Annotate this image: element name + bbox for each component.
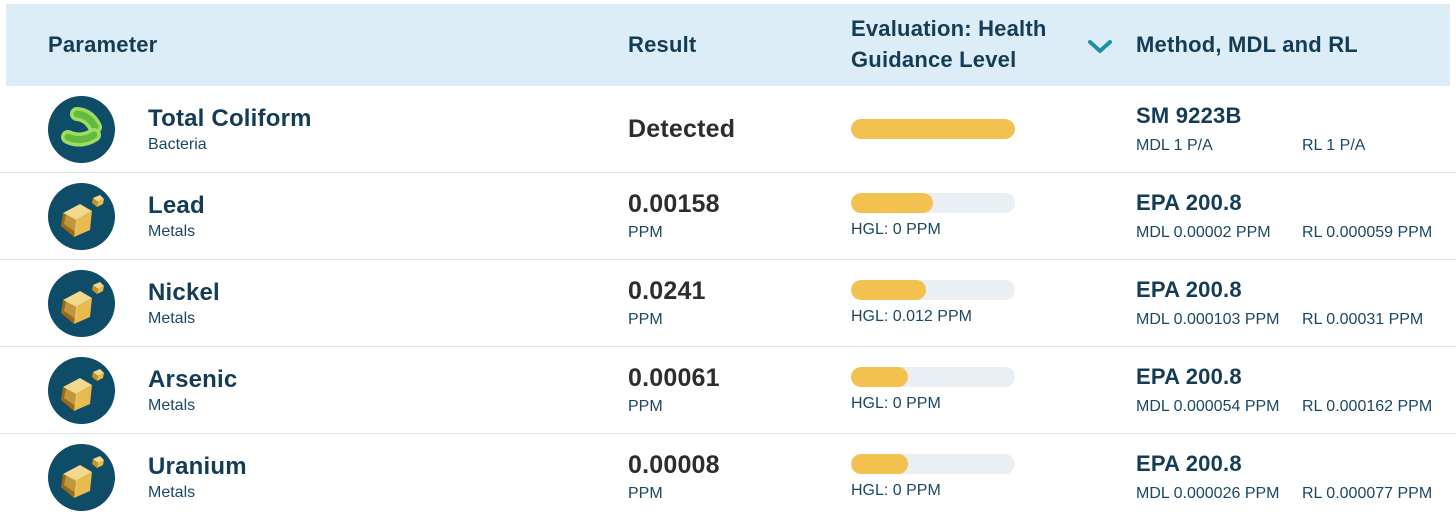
method-details: MDL 0.000103 PPM RL 0.00031 PPM xyxy=(1136,311,1436,329)
rl-value: RL 1 P/A xyxy=(1302,137,1366,154)
parameter-cell: Lead Metals xyxy=(48,182,628,250)
parameter-name: Arsenic xyxy=(148,365,238,393)
rl-value: RL 0.000059 PPM xyxy=(1302,224,1433,241)
parameter-name: Lead xyxy=(148,191,205,219)
hgl-label: HGL: 0.012 PPM xyxy=(851,308,972,325)
column-header-method: Method, MDL and RL xyxy=(1136,32,1358,57)
parameter-category: Metals xyxy=(148,309,196,327)
parameter-name: Nickel xyxy=(148,278,220,306)
parameter-text: Lead Metals xyxy=(148,192,205,241)
method-cell: EPA 200.8 MDL 0.000054 PPM RL 0.000162 P… xyxy=(1136,364,1436,416)
parameter-text: Nickel Metals xyxy=(148,279,220,328)
method-cell: EPA 200.8 MDL 0.00002 PPM RL 0.000059 PP… xyxy=(1136,190,1436,242)
table-row: Lead Metals 0.00158 PPM HGL: 0 PPM EPA 2… xyxy=(0,173,1456,260)
hgl-bar-track xyxy=(851,454,1015,474)
table-row: Arsenic Metals 0.00061 PPM HGL: 0 PPM EP… xyxy=(0,347,1456,434)
parameter-category: Metals xyxy=(148,222,196,240)
table-row: Nickel Metals 0.0241 PPM HGL: 0.012 PPM … xyxy=(0,260,1456,347)
result-unit: PPM xyxy=(628,224,663,241)
result-cell: 0.00158 PPM xyxy=(628,190,851,242)
result-unit: PPM xyxy=(628,485,663,502)
parameter-text: Arsenic Metals xyxy=(148,366,237,415)
column-header-parameter: Parameter xyxy=(48,32,158,57)
mdl-value: MDL 0.000103 PPM xyxy=(1136,311,1280,328)
method-name: EPA 200.8 xyxy=(1136,364,1242,389)
mdl-value: MDL 1 P/A xyxy=(1136,137,1213,154)
method-details: MDL 0.000054 PPM RL 0.000162 PPM xyxy=(1136,398,1436,416)
parameter-cell: Uranium Metals xyxy=(48,443,628,511)
mdl-value: MDL 0.000054 PPM xyxy=(1136,398,1280,415)
result-value: 0.00008 xyxy=(628,451,720,479)
result-cell: Detected xyxy=(628,115,851,144)
bacteria-icon xyxy=(48,96,115,163)
parameter-category: Metals xyxy=(148,483,196,501)
result-value: 0.00158 xyxy=(628,190,720,218)
parameter-cell: Nickel Metals xyxy=(48,269,628,337)
parameter-cell: Arsenic Metals xyxy=(48,356,628,424)
method-name: EPA 200.8 xyxy=(1136,190,1242,215)
parameter-category: Bacteria xyxy=(148,135,207,153)
column-header-evaluation[interactable]: Evaluation: Health Guidance Level xyxy=(851,14,1136,76)
result-cell: 0.00061 PPM xyxy=(628,364,851,416)
hgl-bar-fill xyxy=(851,367,909,387)
hgl-bar-track xyxy=(851,119,1015,139)
rl-value: RL 0.00031 PPM xyxy=(1302,311,1424,328)
result-cell: 0.00008 PPM xyxy=(628,451,851,503)
metal-nugget-icon xyxy=(48,356,115,424)
evaluation-cell: HGL: 0.012 PPM xyxy=(851,280,1136,326)
table-row: Uranium Metals 0.00008 PPM HGL: 0 PPM EP… xyxy=(0,434,1456,516)
hgl-bar-track xyxy=(851,367,1015,387)
hgl-label: HGL: 0 PPM xyxy=(851,482,941,499)
column-header-result: Result xyxy=(628,32,697,57)
metal-nugget-icon xyxy=(48,269,115,337)
evaluation-cell: HGL: 0 PPM xyxy=(851,454,1136,500)
mdl-value: MDL 0.000026 PPM xyxy=(1136,485,1280,502)
method-name: SM 9223B xyxy=(1136,103,1242,128)
parameter-text: Total Coliform Bacteria xyxy=(148,105,312,154)
mdl-value: MDL 0.00002 PPM xyxy=(1136,224,1271,241)
method-details: MDL 0.000026 PPM RL 0.000077 PPM xyxy=(1136,485,1436,503)
metal-nugget-icon xyxy=(48,443,115,511)
parameter-name: Uranium xyxy=(148,452,247,480)
hgl-bar-fill xyxy=(851,280,927,300)
column-header-evaluation-label: Evaluation: Health Guidance Level xyxy=(851,16,1047,72)
hgl-bar-fill xyxy=(851,119,1015,139)
rl-value: RL 0.000077 PPM xyxy=(1302,485,1433,502)
result-unit: PPM xyxy=(628,311,663,328)
metal-nugget-icon xyxy=(48,182,115,250)
hgl-label: HGL: 0 PPM xyxy=(851,395,941,412)
result-value: Detected xyxy=(628,114,736,143)
parameter-text: Uranium Metals xyxy=(148,453,247,502)
parameter-category: Metals xyxy=(148,396,196,414)
rl-value: RL 0.000162 PPM xyxy=(1302,398,1433,415)
hgl-bar-fill xyxy=(851,454,909,474)
hgl-bar-track xyxy=(851,193,1015,213)
evaluation-cell: HGL: 0 PPM xyxy=(851,193,1136,239)
method-name: EPA 200.8 xyxy=(1136,277,1242,302)
result-value: 0.00061 xyxy=(628,364,720,392)
evaluation-cell: HGL: 0 PPM xyxy=(851,367,1136,413)
hgl-bar-track xyxy=(851,280,1015,300)
method-cell: SM 9223B MDL 1 P/A RL 1 P/A xyxy=(1136,103,1436,155)
method-name: EPA 200.8 xyxy=(1136,451,1242,476)
hgl-bar-fill xyxy=(851,193,933,213)
hgl-label: HGL: 0 PPM xyxy=(851,221,941,238)
method-details: MDL 0.00002 PPM RL 0.000059 PPM xyxy=(1136,224,1436,242)
method-cell: EPA 200.8 MDL 0.000026 PPM RL 0.000077 P… xyxy=(1136,451,1436,503)
result-value: 0.0241 xyxy=(628,277,706,305)
table-row: Total Coliform Bacteria Detected SM 9223… xyxy=(0,86,1456,173)
method-cell: EPA 200.8 MDL 0.000103 PPM RL 0.00031 PP… xyxy=(1136,277,1436,329)
parameter-name: Total Coliform xyxy=(148,104,312,132)
result-unit: PPM xyxy=(628,398,663,415)
chevron-down-icon[interactable] xyxy=(1087,38,1113,56)
parameter-cell: Total Coliform Bacteria xyxy=(48,96,628,163)
method-details: MDL 1 P/A RL 1 P/A xyxy=(1136,137,1436,155)
result-cell: 0.0241 PPM xyxy=(628,277,851,329)
evaluation-cell xyxy=(851,119,1136,139)
table-header: Parameter Result Evaluation: Health Guid… xyxy=(6,4,1450,86)
